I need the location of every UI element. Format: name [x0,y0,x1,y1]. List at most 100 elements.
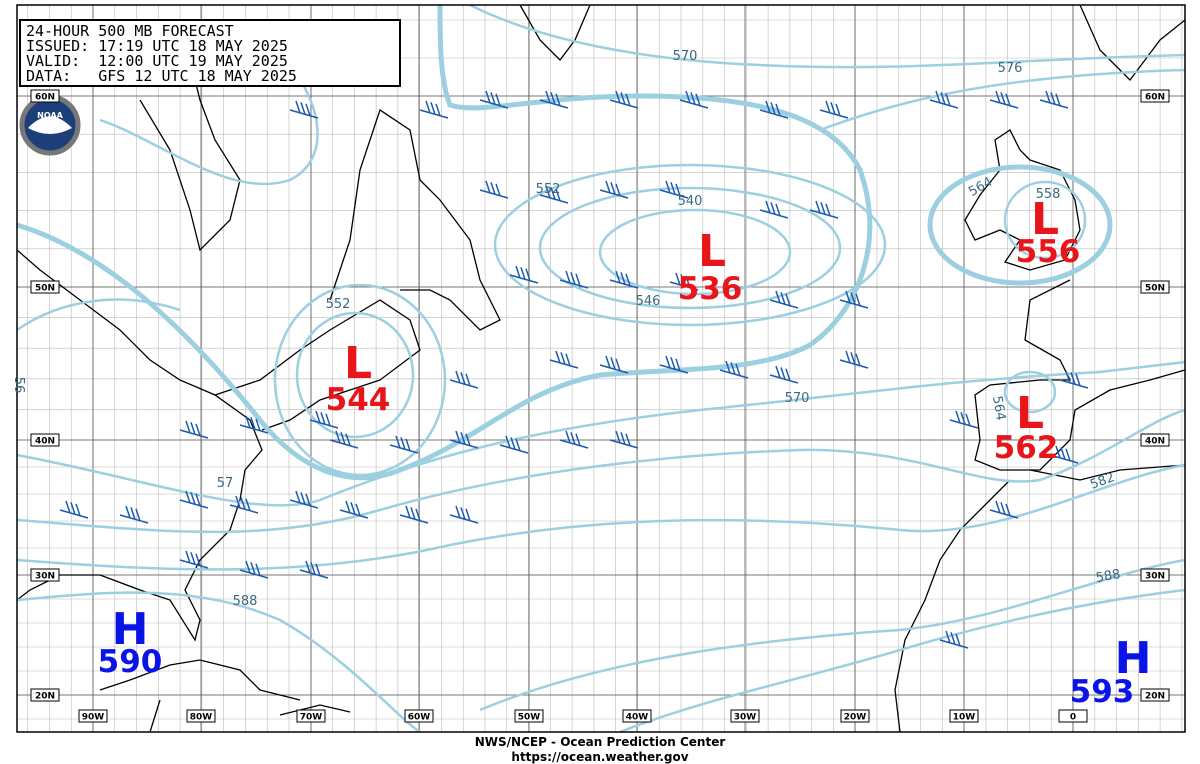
labels: 60N 60N 50N 50N 40N 40N 30N 30N 20N 20N 90W 80W 70W 6… [11,49,1170,723]
coastline [964,129,1081,271]
barb-feather [835,103,841,117]
barb-feather [675,358,681,372]
barb-feather [545,185,551,199]
barb-feather [335,430,341,444]
wind-barb [179,550,209,569]
barb-feather [255,418,261,432]
latitude-label-box [30,280,60,294]
wind-barb [809,200,839,219]
barb-shaft [1059,379,1089,389]
contour-line [16,360,1186,507]
latitude-label-box [1140,688,1170,702]
contour-line [1003,180,1087,260]
barb-feather [770,102,776,115]
contour-label: 546 [636,294,661,309]
wind-barb [669,272,699,291]
barb-shaft [1049,454,1079,464]
barb-feather [1065,370,1071,384]
coastline [519,4,591,61]
contour-line [16,79,319,332]
contour-line [619,588,1186,734]
longitude-label-box [949,709,979,723]
wind-barb [759,200,789,219]
latitude-label: 50N [35,284,55,294]
barb-feather [1000,92,1006,105]
barb-shaft [839,359,869,369]
latitude-label: 60N [1145,93,1165,103]
barb-feather [555,188,561,202]
barb-feather [735,363,741,377]
center-symbol: H [1115,633,1152,684]
barb-feather [625,273,631,287]
center-value: 536 [678,271,743,307]
wind-barb [449,370,479,389]
barb-feather [560,352,566,365]
barb-feather [425,100,431,114]
coastlines [16,4,1186,733]
barb-feather [490,92,496,105]
barb-feather [190,552,196,565]
barb-feather [685,90,691,104]
header-line: 24-HOUR 500 MB FORECAST [26,22,234,40]
barb-shaft [659,364,689,374]
barb-feather [945,630,951,644]
longitude-label: 40W [626,713,649,723]
barb-feather [1060,447,1066,460]
barb-feather [70,502,76,515]
barb-feather [515,438,521,452]
latitude-label-box [1140,568,1170,582]
barb-feather [1075,373,1081,387]
barb-feather [345,500,351,514]
wind-barb [989,90,1019,109]
barb-feather [320,412,326,425]
center-symbol: L [698,226,726,277]
wind-barb [499,435,529,454]
barb-feather [620,432,626,445]
barb-feather [295,490,301,504]
contour-line [538,186,842,310]
longitude-label: 50W [518,713,541,723]
wind-barb [559,430,589,449]
barb-feather [435,103,441,117]
longitude-label: 30W [734,713,757,723]
barb-feather [615,358,621,372]
barb-feather [605,355,611,369]
wind-barb [839,290,869,309]
barb-shaft [679,99,709,109]
barb-shaft [509,274,539,284]
barb-shaft [609,99,639,109]
barb-shaft [989,509,1019,519]
barb-feather [615,90,621,104]
barb-feather [195,553,201,567]
barb-feather [565,270,571,284]
barb-shaft [609,279,639,289]
wind-barb [949,410,979,429]
barb-feather [675,183,681,197]
longitude-label-box [1058,709,1088,723]
barb-feather [685,275,691,289]
barb-feather [550,187,556,200]
barb-shaft [559,279,589,289]
contour-label: 552 [326,297,351,312]
barb-feather [775,103,781,117]
barb-feather [240,497,246,510]
barb-feather [410,507,416,520]
barb-feather [520,267,526,280]
barb-shaft [239,424,269,434]
coastline [16,249,263,642]
center-symbol: L [1031,194,1059,245]
wind-barb [769,365,799,384]
barb-shaft [309,419,339,429]
barb-feather [730,362,736,375]
wind-barb [989,500,1019,519]
wind-barb [479,180,509,199]
barb-feather [765,200,771,214]
barb-feather [430,102,436,115]
header-line: VALID: 12:00 UTC 19 MAY 2025 [26,52,288,70]
barb-feather [135,508,141,522]
latitude-label-box [30,433,60,447]
barb-feather [845,290,851,304]
coastline [329,108,501,331]
wind-barb [1049,445,1079,464]
